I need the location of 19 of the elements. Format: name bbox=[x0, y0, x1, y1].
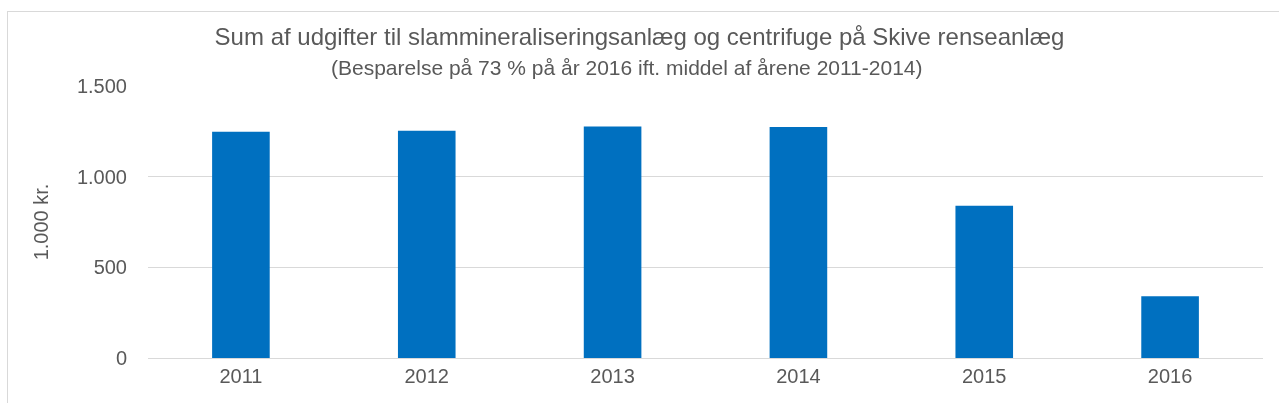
bar bbox=[397, 130, 456, 358]
bar bbox=[1141, 296, 1199, 358]
x-tick-label: 2013 bbox=[590, 365, 635, 387]
x-tick-label: 2011 bbox=[219, 365, 263, 387]
bar bbox=[583, 126, 642, 358]
bar bbox=[955, 205, 1014, 358]
y-tick-label: 0 bbox=[115, 347, 127, 369]
x-tick-label: 2016 bbox=[1147, 365, 1193, 387]
chart-title: Sum af udgifter til slammineraliseringsanlæg og centrifuge på Skive renseanlæg bbox=[214, 23, 1065, 51]
y-axis-title: 1.000 kr. bbox=[30, 183, 53, 261]
bar bbox=[212, 131, 270, 358]
bar bbox=[769, 126, 828, 358]
x-tick-label: 2015 bbox=[962, 365, 1007, 387]
x-tick-label: 2014 bbox=[776, 365, 821, 387]
y-tick-label: 500 bbox=[93, 256, 127, 279]
x-tick-label: 2012 bbox=[404, 365, 449, 387]
y-tick-label: 1.000 bbox=[76, 165, 127, 188]
y-tick-label: 1.500 bbox=[76, 75, 127, 97]
chart-subtitle: (Besparelse på 73 % på år 2016 ift. middel af årene 2011-2014) bbox=[331, 56, 923, 79]
